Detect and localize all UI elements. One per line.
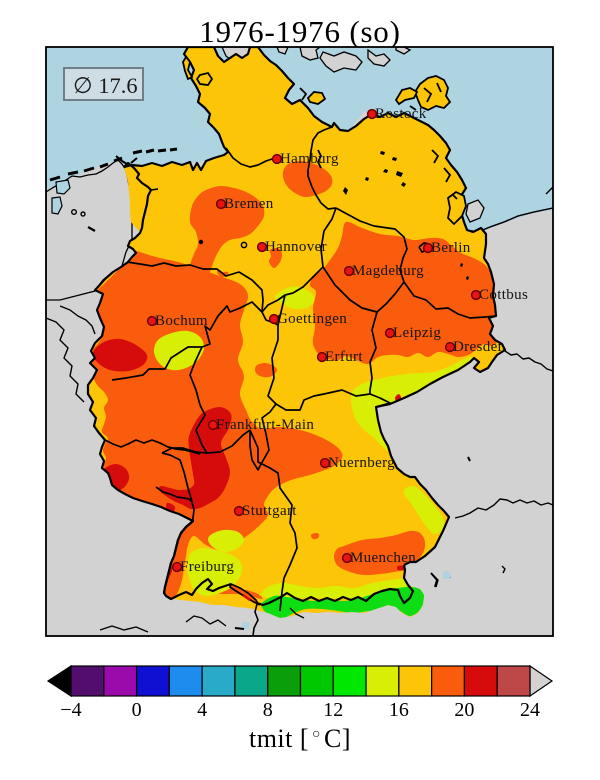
svg-text:Freiburg: Freiburg: [180, 559, 234, 575]
svg-text:Cottbus: Cottbus: [479, 287, 528, 303]
svg-text:∅ 17.6: ∅ 17.6: [73, 73, 138, 98]
svg-text:Erfurt: Erfurt: [325, 349, 363, 365]
svg-text:Frankfurt-Main: Frankfurt-Main: [216, 417, 314, 433]
svg-text:20: 20: [454, 699, 474, 721]
svg-text:Dresden: Dresden: [453, 339, 506, 355]
svg-text:24: 24: [520, 699, 540, 721]
svg-text:8: 8: [263, 699, 273, 721]
svg-text:12: 12: [323, 699, 343, 721]
svg-text:Muenchen: Muenchen: [350, 550, 416, 566]
svg-text:Leipzig: Leipzig: [393, 325, 441, 341]
svg-text:1976-1976 (so): 1976-1976 (so): [199, 14, 400, 49]
svg-text:0: 0: [132, 699, 142, 721]
svg-text:Rostock: Rostock: [375, 106, 427, 122]
svg-text:−4: −4: [60, 699, 81, 721]
svg-text:Hannover: Hannover: [265, 239, 327, 255]
svg-text:Stuttgart: Stuttgart: [242, 503, 297, 519]
svg-text:Magdeburg: Magdeburg: [352, 263, 424, 279]
svg-text:Bremen: Bremen: [224, 196, 274, 212]
svg-text:16: 16: [389, 699, 409, 721]
svg-text:Bochum: Bochum: [155, 313, 208, 329]
svg-text:4: 4: [197, 699, 207, 721]
svg-text:Hamburg: Hamburg: [280, 151, 339, 167]
svg-text:Goettingen: Goettingen: [277, 311, 347, 327]
svg-text:Nuernberg: Nuernberg: [328, 455, 395, 471]
svg-text:Berlin: Berlin: [431, 240, 471, 256]
svg-text:tmit [○C]: tmit [○ C]: [249, 724, 351, 753]
